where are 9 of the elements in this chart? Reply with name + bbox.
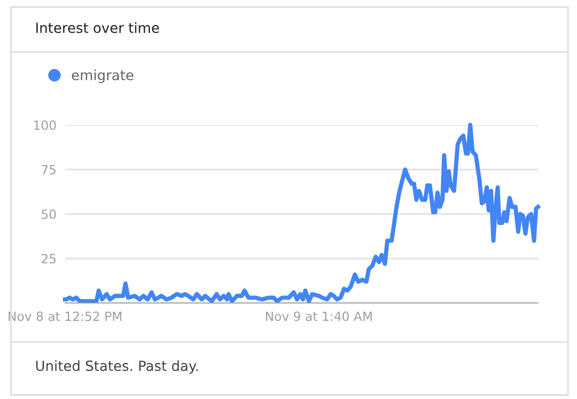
legend-label: emigrate xyxy=(72,70,134,83)
chart-title: Interest over time xyxy=(36,22,159,34)
text: United States. Past day. xyxy=(36,360,198,374)
x-tick-label: Nov 9 at 1:40 AM xyxy=(266,312,372,322)
y-tick-label: 100 xyxy=(34,120,56,130)
y-tick-label: 25 xyxy=(42,254,56,264)
x-tick-label: Nov 8 at 12:52 PM xyxy=(8,312,122,322)
y-tick-label: 75 xyxy=(42,165,56,174)
y-tick-label: 50 xyxy=(42,209,56,219)
